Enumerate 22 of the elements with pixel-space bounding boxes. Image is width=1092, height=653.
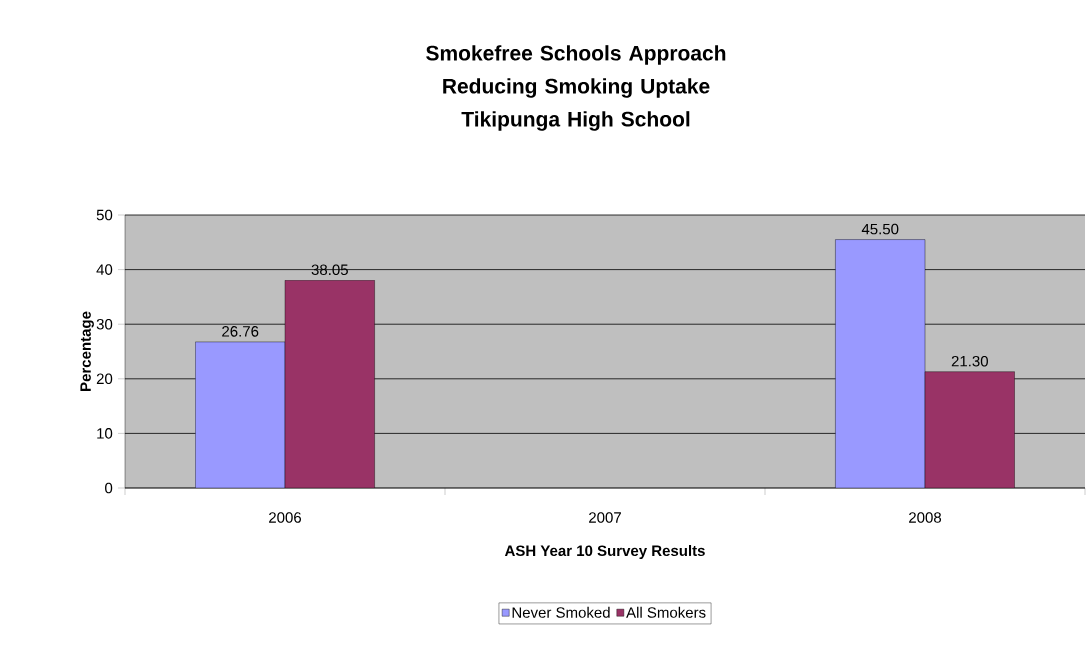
y-tick-label: 30 [96,318,113,330]
x-tick-label: 2008 [909,512,942,523]
bar [835,239,926,488]
y-axis-title: Percentage [80,311,94,391]
legend-label: Never Smoked [512,606,610,618]
bar [195,341,285,488]
data-label: 26.76 [222,326,259,337]
x-tick-label: 2007 [589,512,621,523]
x-tick-label: 2006 [269,512,302,523]
chart-subtitle: Reducing Smoking Uptake Tikipunga High School [443,78,710,131]
data-label: 21.30 [951,355,988,367]
y-tick-label: 20 [96,373,113,385]
bar [924,371,1015,488]
bar [285,280,375,488]
y-tick-label: 0 [105,482,113,494]
y-tick-label: 50 [96,209,113,221]
y-tick-label: 40 [96,264,113,275]
x-axis-title: ASH Year 10 Survey Results [504,545,705,559]
chart-title: Smokefree Schools Approach [426,45,726,65]
y-tick-label: 10 [97,428,113,439]
legend-label: All Smokers [626,606,706,618]
data-label: 45.50 [861,223,899,235]
